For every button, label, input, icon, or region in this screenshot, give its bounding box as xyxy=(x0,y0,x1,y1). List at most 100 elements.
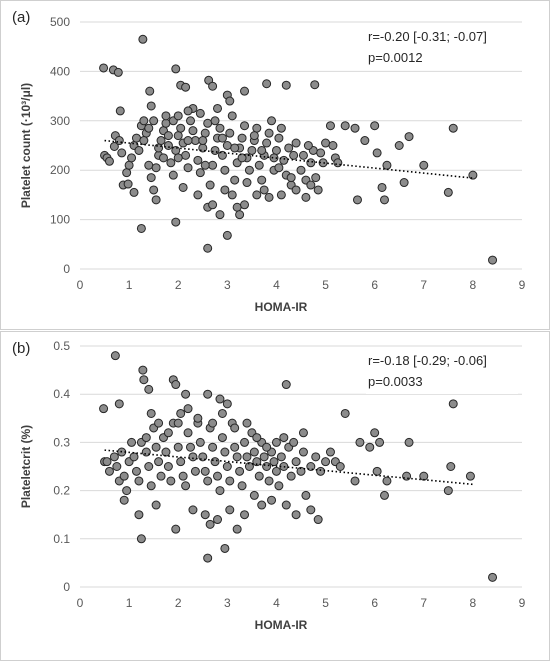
data-point xyxy=(188,126,198,136)
x-tick-label: 8 xyxy=(470,596,477,610)
data-point xyxy=(215,210,225,220)
data-point xyxy=(151,500,161,510)
data-point xyxy=(379,195,389,205)
data-point xyxy=(291,138,301,148)
data-point xyxy=(235,466,245,476)
data-point xyxy=(146,408,156,418)
data-point xyxy=(279,433,289,443)
data-point xyxy=(370,428,380,438)
data-point xyxy=(335,462,345,471)
data-point xyxy=(208,418,218,428)
data-point xyxy=(173,153,183,163)
data-point xyxy=(372,466,382,476)
data-point xyxy=(488,255,498,265)
data-point xyxy=(110,351,120,361)
data-point xyxy=(404,132,414,142)
data-point xyxy=(365,442,375,452)
data-point xyxy=(402,471,412,481)
data-point xyxy=(141,447,151,457)
data-point xyxy=(129,452,139,462)
data-point xyxy=(156,136,166,146)
data-point xyxy=(190,466,200,476)
data-point xyxy=(271,437,281,447)
data-point xyxy=(377,182,387,192)
data-point xyxy=(149,185,159,195)
data-point xyxy=(333,158,343,168)
data-point xyxy=(244,462,254,471)
data-point xyxy=(181,150,191,160)
data-point xyxy=(284,143,294,153)
data-point xyxy=(262,79,272,89)
x-tick-label: 4 xyxy=(273,596,280,610)
data-point xyxy=(242,418,252,428)
data-point xyxy=(161,447,171,457)
data-point xyxy=(134,145,144,155)
panel-a: 0 100 200 300 400 500 0 1 2 3 4 5 6 7 8 9 HOMA-IR Platele… xyxy=(0,0,550,330)
data-point xyxy=(446,462,456,471)
data-point xyxy=(257,145,267,155)
data-point xyxy=(289,150,299,160)
y-axis-title: Plateletcrit (%) xyxy=(19,425,33,508)
data-point xyxy=(163,428,173,438)
data-point xyxy=(281,80,291,90)
data-point xyxy=(109,452,119,462)
data-point xyxy=(448,123,458,133)
data-point xyxy=(242,178,252,188)
data-point xyxy=(200,160,210,170)
data-point xyxy=(230,423,240,433)
data-point xyxy=(195,108,205,118)
data-point xyxy=(195,437,205,447)
data-point xyxy=(215,394,225,404)
x-tick-label: 4 xyxy=(273,278,280,292)
data-point xyxy=(237,153,247,163)
y-tick-label: 500 xyxy=(50,15,70,29)
data-point xyxy=(220,447,230,457)
data-point xyxy=(127,437,137,447)
x-tick-label: 9 xyxy=(519,278,526,292)
data-point xyxy=(276,190,286,200)
data-point xyxy=(203,243,213,253)
data-point xyxy=(178,182,188,192)
data-point xyxy=(291,457,301,467)
data-point xyxy=(220,165,230,175)
data-point xyxy=(352,195,362,205)
data-point xyxy=(208,442,218,452)
data-point xyxy=(247,145,257,155)
data-point xyxy=(340,121,350,131)
data-point xyxy=(119,495,129,505)
data-point xyxy=(205,180,215,190)
data-point xyxy=(325,121,335,131)
data-point xyxy=(154,457,164,467)
x-tick-label: 2 xyxy=(175,278,182,292)
data-point xyxy=(232,202,242,212)
data-point xyxy=(328,141,338,150)
data-point xyxy=(465,471,475,481)
data-point xyxy=(205,519,215,529)
x-tick-label: 6 xyxy=(371,278,378,292)
data-point xyxy=(183,106,193,116)
data-point xyxy=(232,452,242,462)
data-point xyxy=(158,153,168,163)
data-point xyxy=(171,380,181,390)
data-point xyxy=(404,437,414,447)
correlation-annotation: r=-0.20 [-0.31; -0.07] xyxy=(368,29,487,44)
data-point xyxy=(208,81,218,91)
data-point xyxy=(237,133,247,143)
data-point xyxy=(114,399,124,409)
data-point xyxy=(127,153,137,163)
data-point xyxy=(318,158,328,168)
data-point xyxy=(163,462,173,471)
data-point xyxy=(468,170,478,180)
x-tick-label: 7 xyxy=(420,596,427,610)
data-point xyxy=(443,486,453,496)
data-point xyxy=(313,185,323,195)
data-point xyxy=(276,123,286,133)
data-point xyxy=(267,495,277,505)
data-point xyxy=(161,111,171,121)
data-point xyxy=(488,572,498,582)
data-point xyxy=(113,67,123,77)
data-point xyxy=(99,63,109,73)
data-point xyxy=(131,466,141,476)
data-point xyxy=(131,133,141,143)
